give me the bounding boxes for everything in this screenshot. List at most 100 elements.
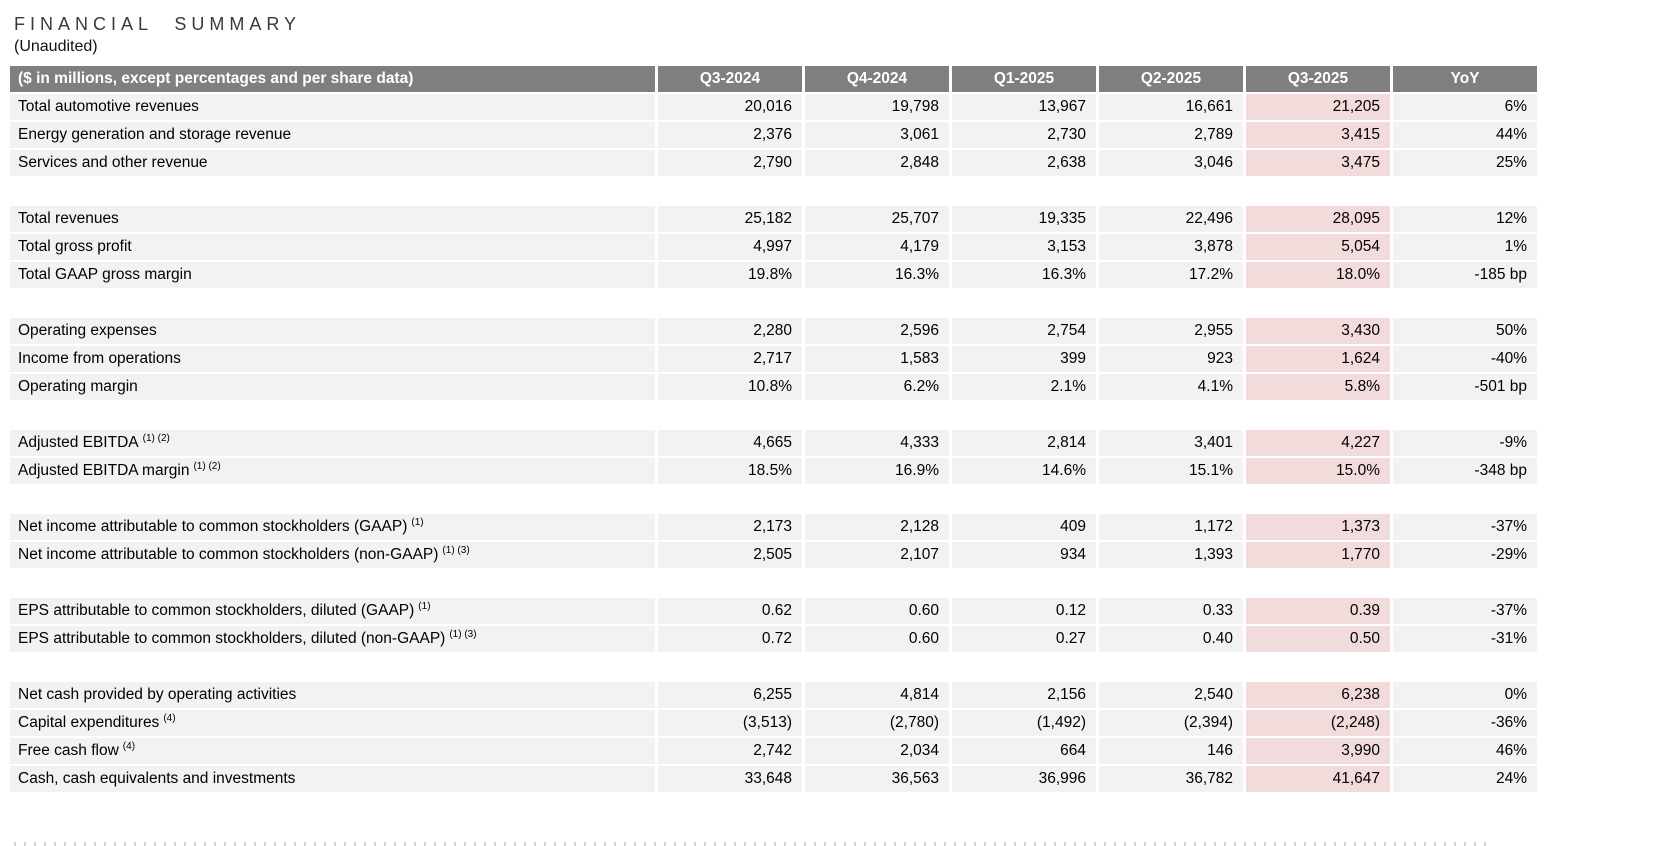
- value-cell: 0.40: [1099, 626, 1243, 652]
- row-label: Income from operations: [18, 350, 181, 367]
- footnote-ref: (1) (3): [442, 544, 470, 556]
- clipped-footnote-line: [14, 842, 1494, 846]
- header-col-q2-2025: Q2-2025: [1099, 66, 1243, 92]
- value-cell: 6.2%: [805, 374, 949, 400]
- row-label: Net cash provided by operating activitie…: [18, 686, 297, 703]
- value-cell: 2,730: [952, 122, 1096, 148]
- value-cell: 3,046: [1099, 150, 1243, 176]
- value-cell: 3,401: [1099, 430, 1243, 456]
- value-cell: 19,335: [952, 206, 1096, 232]
- value-cell: 934: [952, 542, 1096, 568]
- footnote-ref: (1) (3): [449, 628, 477, 640]
- value-cell: 36,563: [805, 766, 949, 792]
- value-cell: (2,780): [805, 710, 949, 736]
- value-cell: 4,227: [1246, 430, 1390, 456]
- header-col-q3-2024: Q3-2024: [658, 66, 802, 92]
- row-label: Free cash flow: [18, 742, 119, 759]
- table-row: Adjusted EBITDA (1) (2) 4,665 4,333 2,814 3,4…: [10, 430, 1537, 456]
- value-cell: 2,754: [952, 318, 1096, 344]
- header-col-q1-2025: Q1-2025: [952, 66, 1096, 92]
- value-cell: 2,034: [805, 738, 949, 764]
- table-row: Net income attributable to common stockh…: [10, 542, 1537, 568]
- table-header-row: ($ in millions, except percentages and p…: [10, 66, 1537, 92]
- value-cell: 2,376: [658, 122, 802, 148]
- table-row: Net cash provided by operating activitie…: [10, 682, 1537, 708]
- value-cell: 3,415: [1246, 122, 1390, 148]
- row-label-cell: Net income attributable to common stockh…: [10, 542, 655, 568]
- row-label: Energy generation and storage revenue: [18, 126, 292, 143]
- value-cell: 2,280: [658, 318, 802, 344]
- row-label-cell: EPS attributable to common stockholders,…: [10, 598, 655, 624]
- page-subtitle: (Unaudited): [14, 38, 98, 55]
- yoy-cell: 25%: [1393, 150, 1537, 176]
- value-cell: 3,061: [805, 122, 949, 148]
- footnote-ref: (4): [122, 740, 136, 752]
- yoy-cell: 24%: [1393, 766, 1537, 792]
- table-row: Total automotive revenues 20,016 19,798 13,…: [10, 94, 1537, 120]
- value-cell: 2.1%: [952, 374, 1096, 400]
- value-cell: 16.3%: [952, 262, 1096, 288]
- row-label-cell: Adjusted EBITDA (1) (2): [10, 430, 655, 456]
- row-label: Total GAAP gross margin: [18, 266, 192, 283]
- row-label: EPS attributable to common stockholders,…: [18, 630, 446, 647]
- value-cell: 10.8%: [658, 374, 802, 400]
- value-cell: 25,182: [658, 206, 802, 232]
- row-label-cell: Services and other revenue: [10, 150, 655, 176]
- value-cell: 2,173: [658, 514, 802, 540]
- value-cell: 15.1%: [1099, 458, 1243, 484]
- row-label: Adjusted EBITDA margin: [18, 462, 190, 479]
- table-row: Capital expenditures (4) (3,513) (2,780) (1,…: [10, 710, 1537, 736]
- value-cell: 4,814: [805, 682, 949, 708]
- value-cell: 1,583: [805, 346, 949, 372]
- group-spacer: [10, 402, 1537, 428]
- value-cell: 1,172: [1099, 514, 1243, 540]
- table-row: Cash, cash equivalents and investments 33…: [10, 766, 1537, 792]
- row-label: Total gross profit: [18, 238, 132, 255]
- row-label: Net income attributable to common stockh…: [18, 518, 408, 535]
- value-cell: (2,394): [1099, 710, 1243, 736]
- yoy-cell: -185 bp: [1393, 262, 1537, 288]
- value-cell: 0.72: [658, 626, 802, 652]
- value-cell: 5.8%: [1246, 374, 1390, 400]
- value-cell: 2,156: [952, 682, 1096, 708]
- value-cell: 16.9%: [805, 458, 949, 484]
- value-cell: 25,707: [805, 206, 949, 232]
- group-spacer: [10, 654, 1537, 680]
- value-cell: 0.27: [952, 626, 1096, 652]
- value-cell: 1,373: [1246, 514, 1390, 540]
- value-cell: 399: [952, 346, 1096, 372]
- yoy-cell: 6%: [1393, 94, 1537, 120]
- value-cell: 4,665: [658, 430, 802, 456]
- value-cell: 2,107: [805, 542, 949, 568]
- value-cell: 2,789: [1099, 122, 1243, 148]
- footnote-ref: (1) (2): [193, 460, 221, 472]
- yoy-cell: -9%: [1393, 430, 1537, 456]
- yoy-cell: 0%: [1393, 682, 1537, 708]
- table-row: EPS attributable to common stockholders,…: [10, 598, 1537, 624]
- row-label-cell: Total gross profit: [10, 234, 655, 260]
- row-label-cell: Net cash provided by operating activitie…: [10, 682, 655, 708]
- row-label: Cash, cash equivalents and investments: [18, 770, 296, 787]
- value-cell: 1,624: [1246, 346, 1390, 372]
- group-spacer: [10, 290, 1537, 316]
- value-cell: 22,496: [1099, 206, 1243, 232]
- footnote-ref: (4): [163, 712, 176, 724]
- footnote-ref: (1): [418, 600, 431, 612]
- yoy-cell: -29%: [1393, 542, 1537, 568]
- value-cell: 15.0%: [1246, 458, 1390, 484]
- value-cell: 16,661: [1099, 94, 1243, 120]
- value-cell: 4,179: [805, 234, 949, 260]
- value-cell: 17.2%: [1099, 262, 1243, 288]
- table-row: EPS attributable to common stockholders,…: [10, 626, 1537, 652]
- yoy-cell: 1%: [1393, 234, 1537, 260]
- row-label-cell: Total revenues: [10, 206, 655, 232]
- page-title: FINANCIAL SUMMARY: [14, 14, 302, 34]
- value-cell: 5,054: [1246, 234, 1390, 260]
- table-body: Total automotive revenues 20,016 19,798 13,…: [10, 94, 1537, 792]
- row-label-cell: Cash, cash equivalents and investments: [10, 766, 655, 792]
- value-cell: 2,814: [952, 430, 1096, 456]
- value-cell: 664: [952, 738, 1096, 764]
- value-cell: 19.8%: [658, 262, 802, 288]
- value-cell: 2,638: [952, 150, 1096, 176]
- value-cell: 2,848: [805, 150, 949, 176]
